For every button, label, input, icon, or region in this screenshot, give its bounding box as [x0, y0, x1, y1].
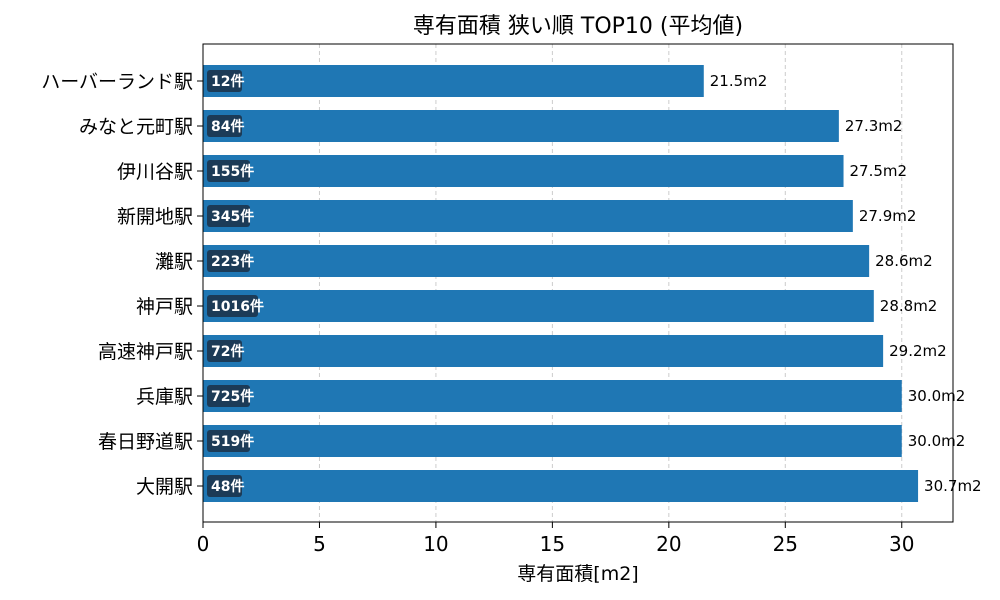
- y-category-label: 灘駅: [155, 251, 193, 273]
- bar: [203, 425, 902, 457]
- bar-value-label: 28.6m2: [875, 252, 933, 270]
- x-tick-label: 20: [656, 532, 681, 556]
- count-label: 345件: [211, 208, 254, 225]
- y-category-label: 神戸駅: [136, 296, 193, 318]
- y-category-label: みなと元町駅: [79, 116, 193, 138]
- count-badge: [207, 475, 242, 497]
- x-tick-label: 30: [889, 532, 914, 556]
- bar-value-label: 27.9m2: [859, 207, 917, 225]
- bar: [203, 380, 902, 412]
- y-category-label: ハーバーランド駅: [41, 71, 193, 93]
- y-category-label: 新開地駅: [117, 206, 193, 228]
- bar-value-label: 27.3m2: [845, 117, 903, 135]
- bar: [203, 335, 884, 367]
- bar: [203, 470, 919, 502]
- x-tick-label: 0: [197, 532, 210, 556]
- bar-value-label: 30.0m2: [908, 432, 966, 450]
- y-category-label: 兵庫駅: [136, 386, 193, 408]
- bars: 21.5m2 12件 27.3m2 84件 27.5m2 155件 27.9m2 345件 28…: [203, 65, 982, 502]
- count-label: 1016件: [211, 298, 264, 315]
- x-tick-label: 5: [313, 532, 326, 556]
- bar: [203, 110, 839, 142]
- bar-value-label: 29.2m2: [889, 342, 947, 360]
- plot-frame: [202, 43, 954, 523]
- count-badge: [207, 250, 250, 272]
- count-badge: [207, 385, 250, 407]
- bar-value-label: 21.5m2: [710, 72, 768, 90]
- y-category-label: 大開駅: [136, 476, 193, 498]
- count-label: 72件: [211, 343, 244, 360]
- count-label: 48件: [211, 478, 244, 495]
- bar: [203, 200, 853, 232]
- x-axis-title: 専有面積[m2]: [517, 563, 638, 585]
- count-badge: [207, 205, 250, 227]
- bar-value-label: 27.5m2: [850, 162, 908, 180]
- y-axis-labels: ハーバーランド駅みなと元町駅伊川谷駅新開地駅灘駅神戸駅高速神戸駅兵庫駅春日野道駅…: [41, 71, 203, 498]
- count-label: 725件: [211, 388, 254, 405]
- count-label: 519件: [211, 433, 254, 450]
- count-badge: [207, 295, 258, 317]
- y-category-label: 高速神戸駅: [98, 341, 193, 363]
- count-badge: [207, 115, 242, 137]
- bar: [203, 245, 870, 277]
- bar-value-label: 28.8m2: [880, 297, 938, 315]
- x-tick-label: 10: [423, 532, 448, 556]
- count-badge: [207, 340, 242, 362]
- x-tick-label: 25: [773, 532, 798, 556]
- bar: [203, 65, 704, 97]
- x-tick-label: 15: [540, 532, 565, 556]
- count-badge: [207, 160, 250, 182]
- count-label: 12件: [211, 73, 244, 90]
- bar: [203, 155, 844, 187]
- count-badge: [207, 430, 250, 452]
- chart-title: 専有面積 狭い順 TOP10 (平均値): [413, 14, 743, 39]
- count-badge: [207, 70, 242, 92]
- count-label: 84件: [211, 118, 244, 135]
- count-label: 155件: [211, 163, 254, 180]
- bar-value-label: 30.0m2: [908, 387, 966, 405]
- y-category-label: 伊川谷駅: [117, 161, 193, 183]
- x-axis-ticks: 0 5 10 15 20 25 30: [197, 522, 914, 556]
- bar: [203, 290, 874, 322]
- y-category-label: 春日野道駅: [98, 431, 193, 453]
- count-label: 223件: [211, 253, 254, 270]
